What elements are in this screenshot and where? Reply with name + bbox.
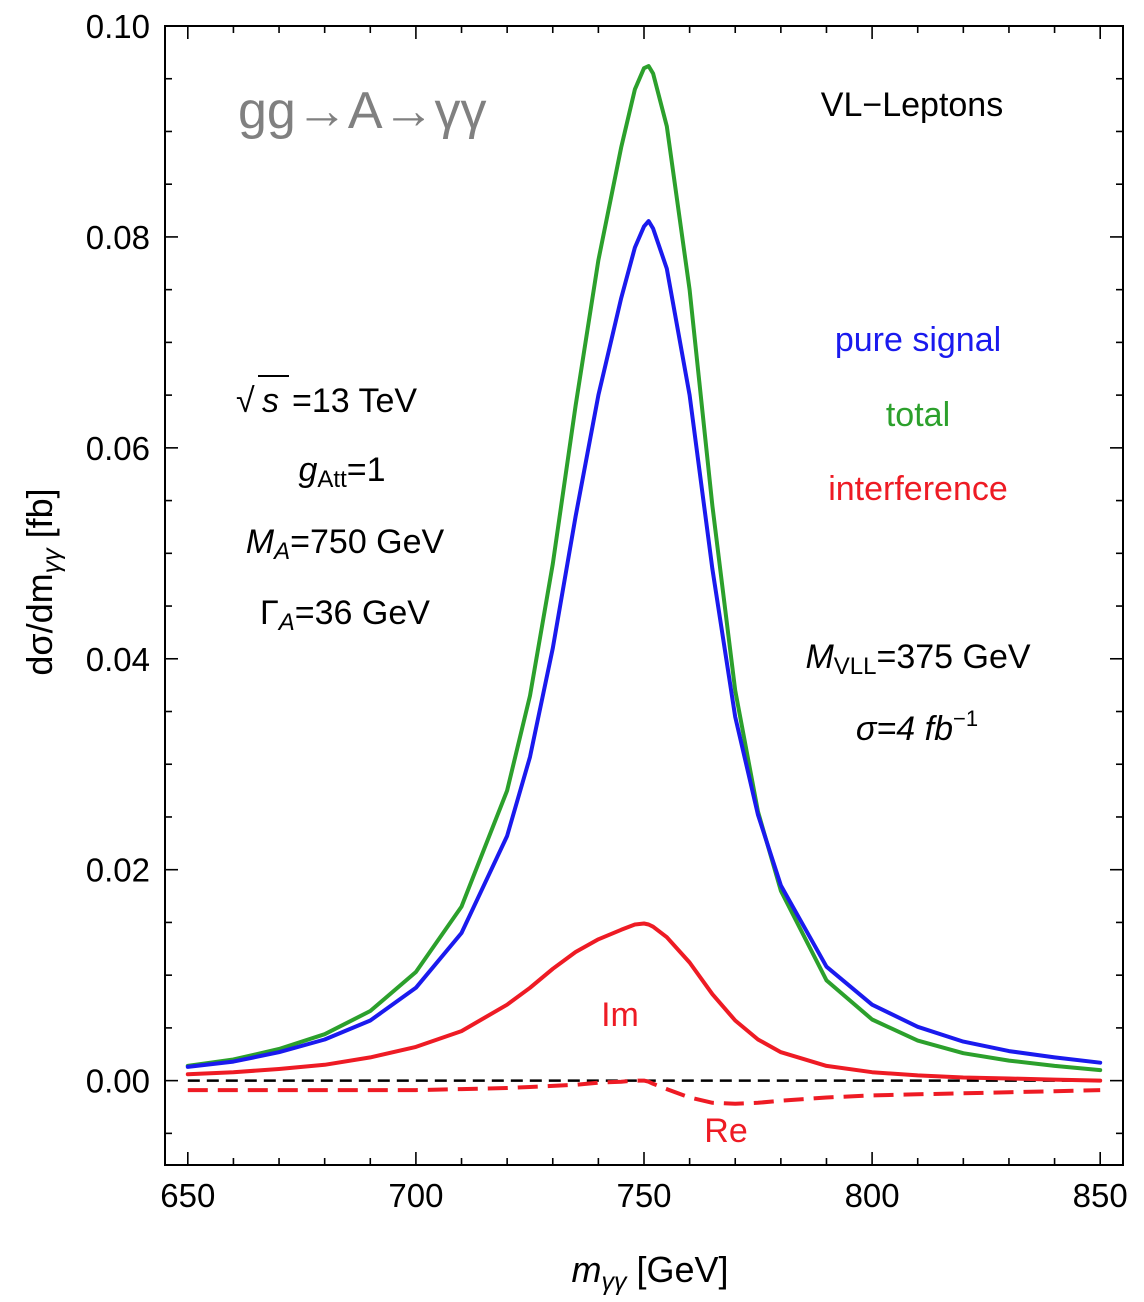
y-axis-title: dσ/dmγγ [fb] [19,488,66,675]
x-axis-title: mγγ [GeV] [571,1249,728,1296]
x-tick-label: 750 [616,1177,671,1214]
g-sub: Att [317,466,347,493]
param-g-att: gAtt=1 [298,451,385,493]
sqrt-value: =13 TeV [292,382,417,420]
param-gamma-a: ΓA=36 GeV [260,594,430,636]
x-tick-label: 650 [160,1177,215,1214]
x-axis-title-unit: [GeV] [626,1249,728,1290]
gamma-main: Γ [260,594,279,632]
sqrt-symbol: √ [236,382,255,420]
sigma-sup: −1 [953,706,978,731]
series-group [185,64,1103,1106]
sqrt-arg: s [262,382,279,420]
legend-pure-signal: pure signal [835,321,1001,359]
param-m-vll: MVLL=375 GeV [805,638,1030,680]
y-tick-label: 0.06 [86,430,150,467]
x-tick-label: 700 [388,1177,443,1214]
y-tick-label: 0.08 [86,219,150,256]
series-line-re [187,1078,1101,1106]
mvll-main: M [805,638,834,676]
sigma-main: σ=4 fb [856,710,953,748]
tick-marks [165,25,1123,1165]
param-sigma: σ=4 fb−1 [856,706,978,748]
y-tick-label: 0.00 [86,1063,150,1100]
x-tick-label: 800 [845,1177,900,1214]
ma-value: =750 GeV [290,523,444,561]
label-re: Re [704,1112,747,1150]
series-line-pure-signal [185,219,1103,1069]
param-m-a: MA=750 GeV [246,523,445,565]
ma-sub: A [272,538,290,565]
series-line-im [185,921,1103,1083]
gamma-value: =36 GeV [295,594,430,632]
y-axis-title-sub: γγ [38,547,66,574]
param-sqrt-s: √ s =13 TeV [236,375,417,420]
process-label: gg→A→γγ [238,82,487,140]
x-axis-title-sub: γγ [601,1268,628,1296]
legend-total: total [886,396,950,434]
model-label: VL−Leptons [821,86,1003,124]
ma-main: M [246,523,275,561]
process-label-text: gg→A→γγ [238,82,487,140]
series-line-total [185,64,1103,1073]
y-tick-label: 0.10 [86,8,150,45]
legend-interference: interference [828,470,1008,508]
mvll-sub: VLL [834,653,877,680]
label-im: Im [601,996,639,1034]
g-value: =1 [347,451,386,489]
gamma-sub: A [277,609,295,636]
x-tick-label: 850 [1073,1177,1128,1214]
mvll-value: =375 GeV [876,638,1030,676]
tick-labels: 650 700 750 800 850 0.00 0.02 0.04 0.06 0.08 0.10 [86,8,1128,1214]
y-tick-label: 0.04 [86,641,150,678]
g-main: g [298,451,317,489]
y-tick-label: 0.02 [86,852,150,889]
x-axis-title-main: m [571,1249,601,1290]
plot-frame [164,25,1124,1166]
y-axis-title-main: dσ/dm [19,573,60,675]
y-axis-title-unit: [fb] [19,488,60,548]
